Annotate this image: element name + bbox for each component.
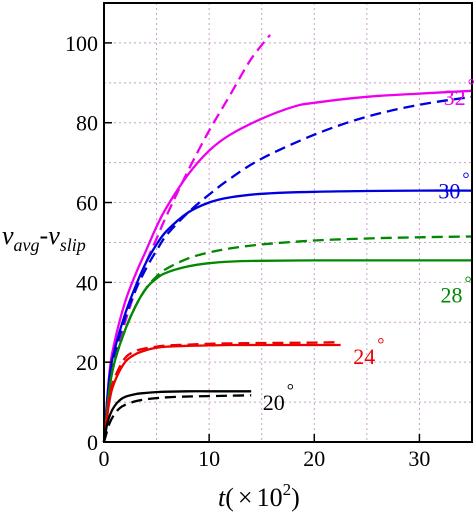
x-tick-label: 20 xyxy=(303,446,325,471)
y-tick-label: 20 xyxy=(76,350,98,375)
x-axis-label-close: ) xyxy=(291,483,300,512)
x-axis-label-exp: 2 xyxy=(283,480,292,499)
y-axis-label-dash: - xyxy=(40,221,49,250)
y-axis-label-sub1: avg xyxy=(14,235,40,255)
x-tick-label: 0 xyxy=(99,446,110,471)
series-line-20-solid xyxy=(102,390,252,443)
x-axis-label: t(× 102) xyxy=(218,480,300,512)
series-line-28-dashed xyxy=(102,235,473,443)
degree-symbol: ° xyxy=(462,169,469,189)
series-annotation-value: 30 xyxy=(438,179,460,204)
y-tick-label: 80 xyxy=(76,111,98,136)
x-tick-label: 10 xyxy=(198,446,220,471)
series-line-30-dashed xyxy=(102,95,473,443)
series-line-32-dashed xyxy=(102,34,272,443)
series-line-20-dashed xyxy=(102,394,252,443)
plot-frame xyxy=(103,2,473,443)
series-annotation-value: 24 xyxy=(353,344,375,369)
series-annotation-20: 20 ° xyxy=(263,380,294,415)
chart-grid xyxy=(104,3,472,442)
series-annotation-24: 24 ° xyxy=(353,334,384,369)
series-annotation-value: 28 xyxy=(440,282,462,307)
x-axis-label-base: 10 xyxy=(257,483,283,512)
series-annotation-value: 20 xyxy=(263,390,285,415)
series-line-24-dashed xyxy=(102,341,341,443)
degree-symbol: ° xyxy=(464,272,471,292)
series-line-32-solid xyxy=(102,89,473,443)
x-tick-label: 30 xyxy=(408,446,430,471)
series-line-28-solid xyxy=(102,259,472,443)
series-annotations: 32 °30 °28 °24 °20 ° xyxy=(263,75,474,415)
y-tick-label: 100 xyxy=(65,31,98,56)
series-annotation-32: 32 ° xyxy=(444,75,474,110)
degree-symbol: ° xyxy=(377,334,384,354)
y-tick-label: 40 xyxy=(76,270,98,295)
axis-ticks: 0 10 20 30 0 20 40 60 80 100 xyxy=(65,31,430,471)
y-axis-label-v1: v xyxy=(2,221,14,250)
y-axis-label-v2: v xyxy=(48,221,60,250)
y-axis-label-sub2: slip xyxy=(60,235,86,255)
series-line-30-solid xyxy=(102,189,473,443)
y-axis-label: vavg-vslip xyxy=(2,221,86,255)
series-annotation-value: 32 xyxy=(444,85,466,110)
x-axis-label-t: t xyxy=(218,483,226,512)
chart-series xyxy=(102,34,473,443)
series-annotation-28: 28 ° xyxy=(440,272,471,307)
x-axis-label-times: × xyxy=(238,483,253,512)
y-tick-label: 0 xyxy=(87,430,98,455)
x-axis-label-open: ( xyxy=(225,483,234,512)
degree-symbol: ° xyxy=(468,75,474,95)
series-annotation-30: 30 ° xyxy=(438,169,469,204)
degree-symbol: ° xyxy=(287,380,294,400)
y-tick-label: 60 xyxy=(76,191,98,216)
